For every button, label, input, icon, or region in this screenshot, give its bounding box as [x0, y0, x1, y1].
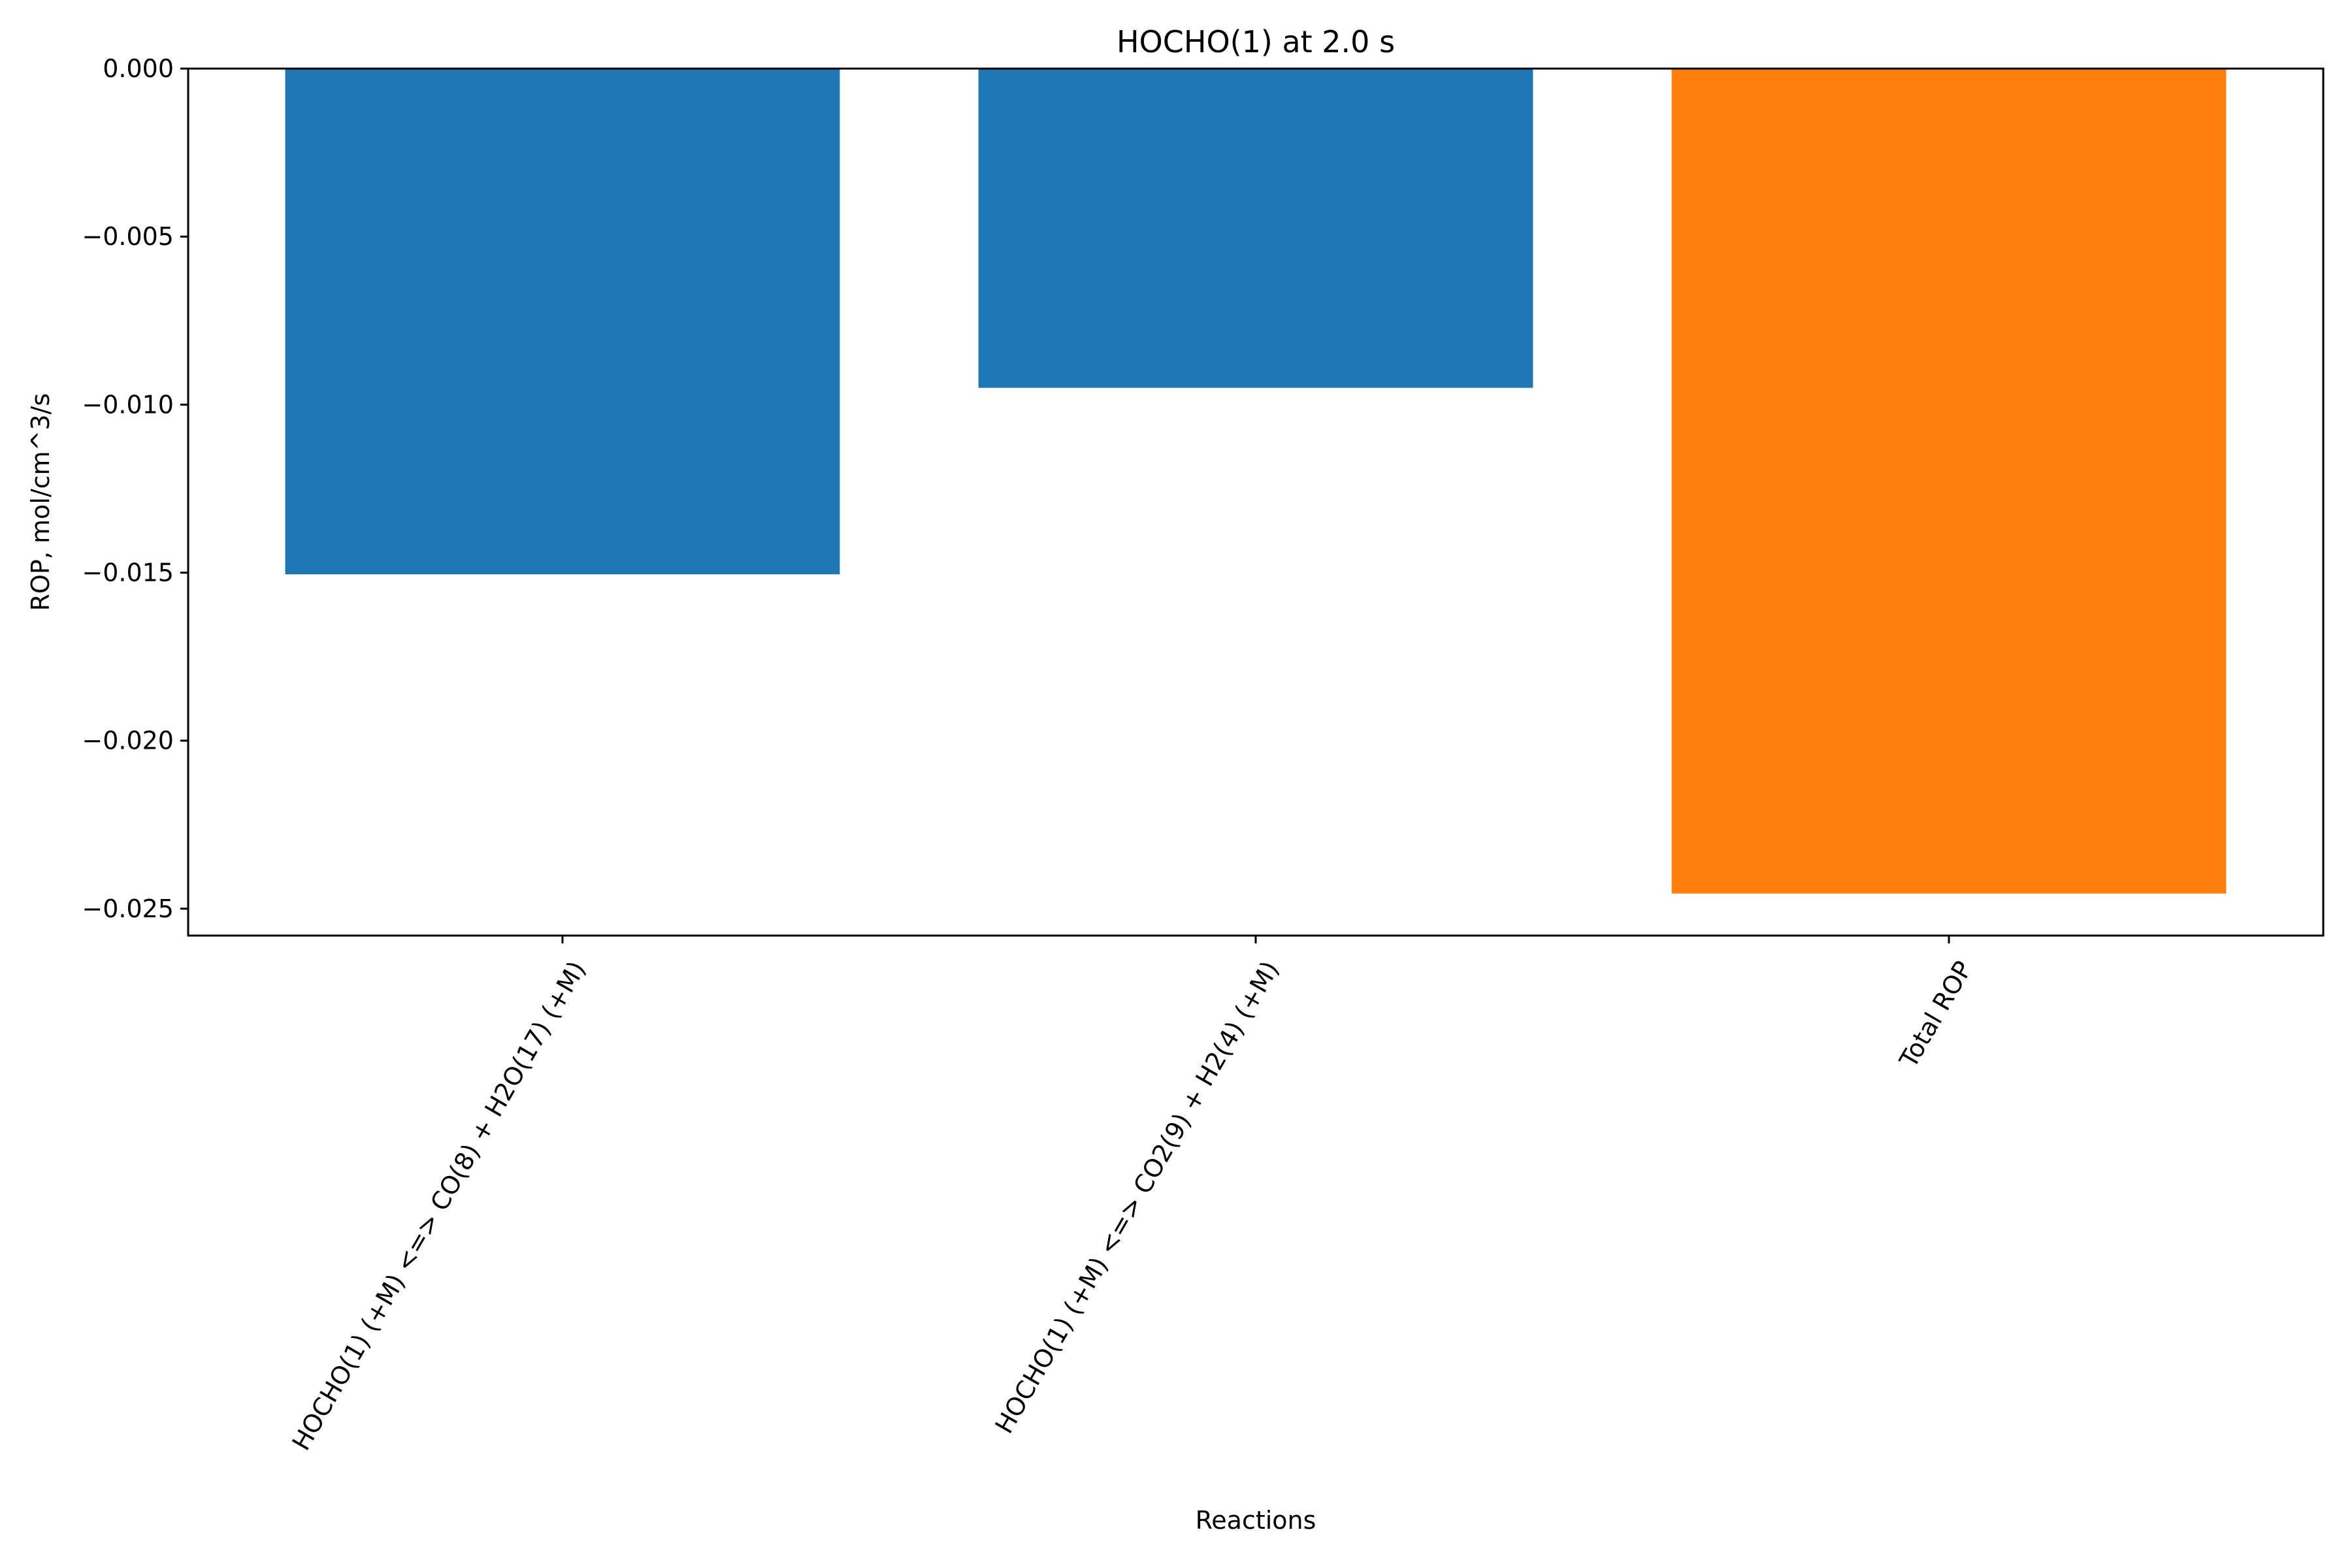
bar-2 — [1671, 69, 2227, 894]
x-axis-label: Reactions — [1196, 1506, 1316, 1535]
y-tick-label-2: −0.010 — [82, 390, 174, 419]
y-tick-label-3: −0.015 — [82, 559, 174, 587]
y-tick-label-4: −0.020 — [82, 727, 174, 755]
bar-0 — [285, 69, 840, 575]
bar-1 — [978, 69, 1533, 388]
y-axis-label: ROP, mol/cm^3/s — [26, 393, 55, 612]
y-tick-label-0: 0.000 — [103, 54, 174, 83]
chart-title: HOCHO(1) at 2.0 s — [1117, 24, 1395, 59]
plot-frame — [187, 67, 2325, 937]
y-tick-label-1: −0.005 — [82, 222, 174, 251]
bars-layer — [285, 69, 2227, 894]
y-tick-label-5: −0.025 — [82, 894, 174, 923]
y-axis-ticks: 0.000 −0.005 −0.010 −0.015 −0.020 −0.025 — [82, 54, 188, 923]
